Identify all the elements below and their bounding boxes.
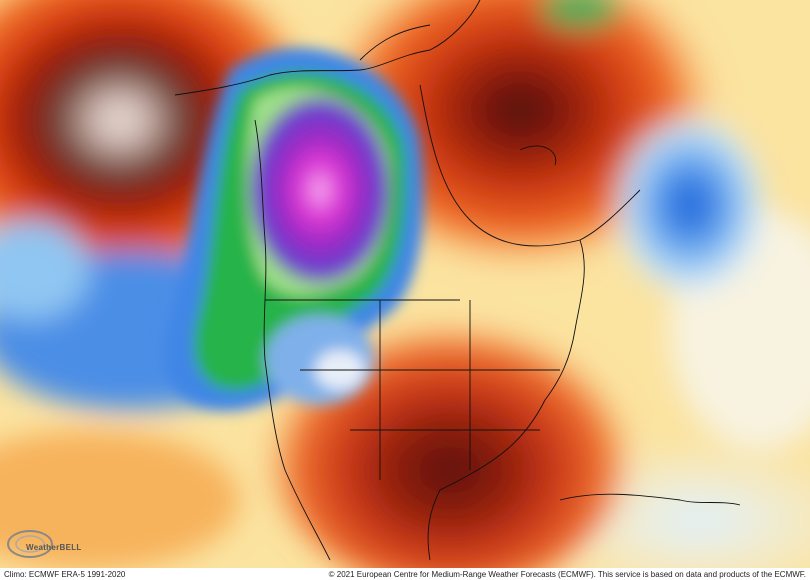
coastlines (174, 0, 741, 561)
anomaly-map (0, 0, 810, 568)
logo-text: WeatherBELL (26, 543, 82, 552)
climo-caption: Climo: ECMWF ERA-5 1991-2020 (4, 570, 126, 579)
trough (163, 47, 424, 411)
weatherbell-logo (7, 530, 53, 558)
copyright: © 2021 European Centre for Medium-Range … (328, 570, 806, 579)
anomaly-fields (0, 0, 810, 568)
